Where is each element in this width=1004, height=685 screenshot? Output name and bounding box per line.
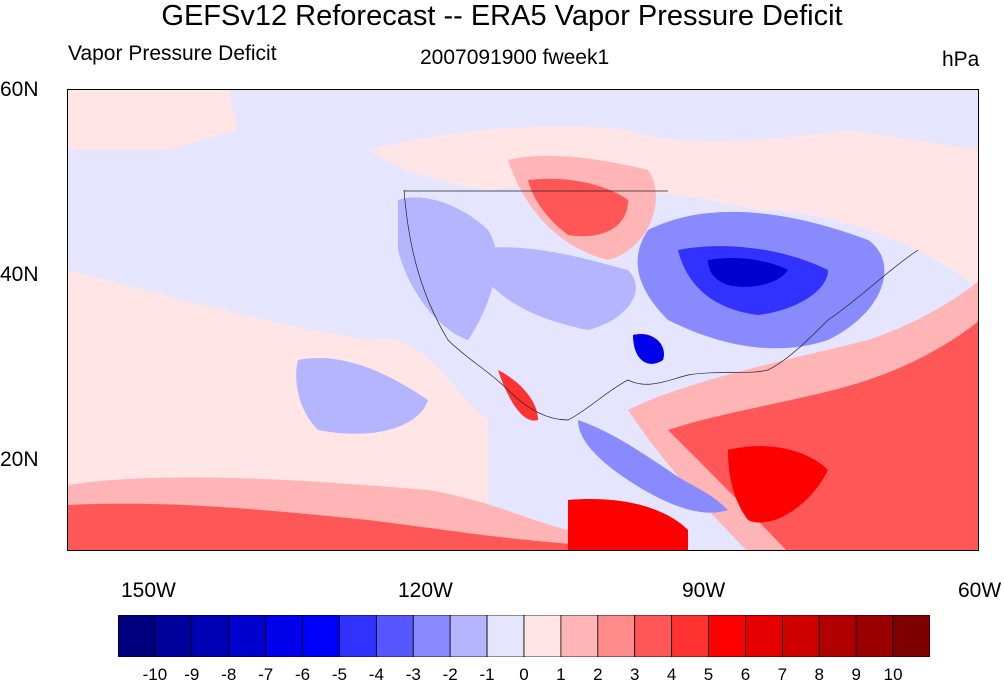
lat-label-40n: 40N xyxy=(0,263,39,286)
us-coastline xyxy=(403,189,919,421)
colorbar-tick-label: -5 xyxy=(331,665,348,684)
colorbar xyxy=(118,615,930,657)
lon-label-90w: 90W xyxy=(682,579,726,602)
colorbar-swatch xyxy=(228,615,267,657)
colorbar-tick-label: 0 xyxy=(519,665,529,684)
colorbar-tick-label: -10 xyxy=(142,665,168,684)
colorbar-tick-label: 4 xyxy=(666,665,677,684)
blue-region-west xyxy=(398,197,497,340)
colorbar-swatch xyxy=(375,615,414,657)
colorbar-tick-label: 8 xyxy=(814,665,824,684)
lon-label-60w: 60W xyxy=(958,579,1002,602)
colorbar-tick-label: -6 xyxy=(294,665,311,684)
lon-label-150w: 150W xyxy=(121,579,176,602)
colorbar-tick-label: 5 xyxy=(703,665,714,684)
lat-label-20n: 20N xyxy=(0,448,39,471)
colorbar-swatch xyxy=(191,615,230,657)
colorbar-swatch xyxy=(154,615,193,657)
colorbar-tick-label: 7 xyxy=(777,665,788,684)
red-region-baja xyxy=(498,370,538,421)
colorbar-swatch xyxy=(118,615,156,657)
lon-label-120w: 120W xyxy=(398,579,453,602)
colorbar-tick-label: -4 xyxy=(368,665,384,684)
colorbar-swatch xyxy=(412,615,451,657)
blue-region-rockies xyxy=(468,247,636,330)
deep-red-region-pacific xyxy=(568,499,688,550)
colorbar-tick-label: -1 xyxy=(479,665,495,684)
colorbar-swatch xyxy=(818,615,857,657)
colorbar-swatch xyxy=(781,615,820,657)
colorbar-swatch xyxy=(486,615,525,657)
lat-label-60n: 60N xyxy=(0,78,39,101)
colorbar-swatch xyxy=(560,615,599,657)
pale-pink-region-alaska xyxy=(68,90,238,150)
variable-label: Vapor Pressure Deficit xyxy=(68,42,277,65)
colorbar-swatch xyxy=(745,615,783,657)
blue-region-texas xyxy=(633,334,664,364)
colorbar-tick-label: -8 xyxy=(221,665,237,684)
coastlines xyxy=(403,189,919,421)
colorbar-tick-label: 6 xyxy=(740,665,751,684)
colorbar-swatch xyxy=(671,615,709,657)
colorbar-swatch xyxy=(855,615,894,657)
chart-title: GEFSv12 Reforecast -- ERA5 Vapor Pressur… xyxy=(161,0,843,32)
colorbar-swatch xyxy=(449,615,488,657)
colorbar-tick-label: -9 xyxy=(184,665,200,684)
colorbar-tick-label: -7 xyxy=(258,665,274,684)
colorbar-swatch xyxy=(523,615,562,657)
colorbar-swatch xyxy=(708,615,746,657)
colorbar-tick-label: 2 xyxy=(593,665,603,684)
colorbar-tick-label: 10 xyxy=(883,665,903,684)
date-label: 2007091900 fweek1 xyxy=(420,46,610,69)
map-panel xyxy=(67,89,979,551)
colorbar-tick-label: 9 xyxy=(851,665,861,684)
colorbar-tick-label: -2 xyxy=(442,665,458,684)
map-svg xyxy=(68,90,978,550)
colorbar-tick-label: 1 xyxy=(556,665,566,684)
colorbar-tick-label: 3 xyxy=(629,665,640,684)
deep-red-region-caribbean xyxy=(728,446,828,523)
blue-region-pacific-patch xyxy=(296,358,428,434)
colorbar-swatch xyxy=(339,615,377,657)
colorbar-swatch xyxy=(892,615,930,657)
colorbar-swatch xyxy=(634,615,673,657)
red-region-dakotas xyxy=(528,178,628,237)
colorbar-swatch xyxy=(302,615,340,657)
colorbar-swatch xyxy=(265,615,303,657)
red-region-pacific-south xyxy=(68,503,588,550)
units-label: hPa xyxy=(942,48,980,71)
colorbar-swatch xyxy=(597,615,636,657)
blue-region-mexico xyxy=(578,420,728,513)
blue-region-core xyxy=(708,258,788,287)
colorbar-tick-label: -3 xyxy=(405,665,421,684)
